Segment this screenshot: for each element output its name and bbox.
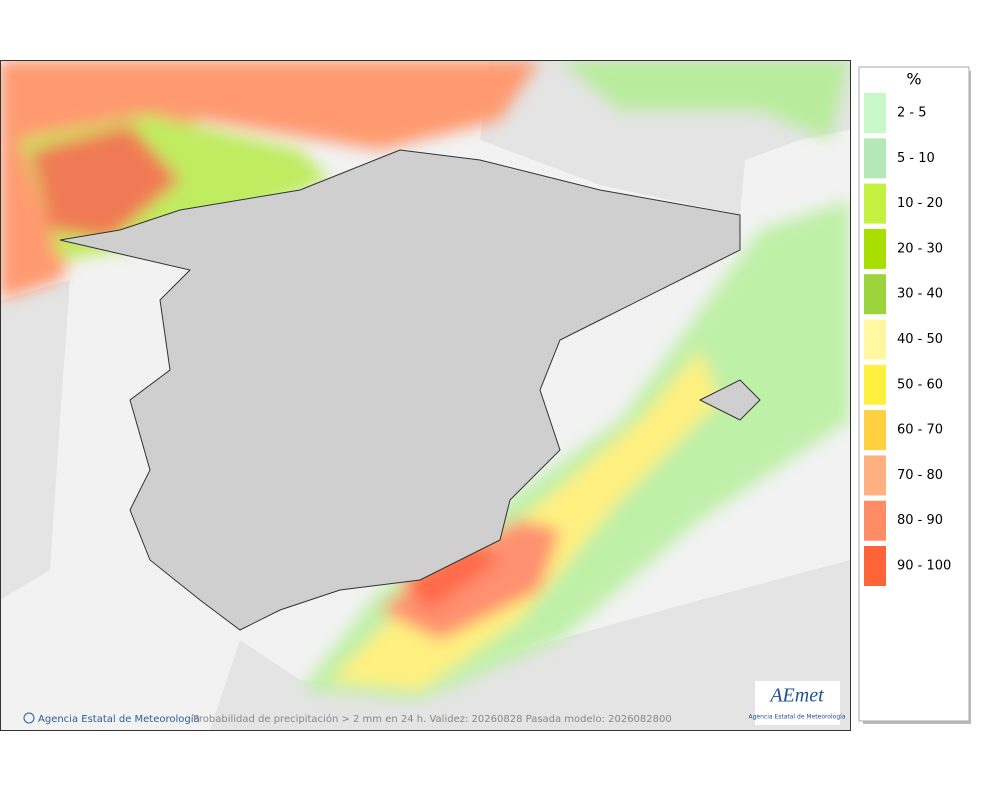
legend-label: 2 - 5 (897, 106, 927, 121)
legend-label: 5 - 10 (897, 151, 935, 166)
legend-label: 50 - 60 (897, 377, 943, 392)
legend-title: % (906, 70, 921, 89)
legend-label: 10 - 20 (897, 196, 943, 211)
legend-swatch (864, 410, 886, 451)
credit: Agencia Estatal de Meteorología (38, 713, 200, 725)
legend-swatch (864, 183, 886, 224)
legend-label: 20 - 30 (897, 241, 943, 256)
logo-box (755, 681, 840, 725)
legend-swatch (864, 274, 886, 315)
legend-swatch (864, 364, 886, 405)
copyright-icon (23, 712, 35, 724)
legend-swatch (864, 319, 886, 360)
legend-items: 2 - 5 5 - 10 10 - 20 20 - 30 30 - 40 40 - 50 5… (864, 93, 951, 586)
legend-label: 70 - 80 (897, 468, 943, 483)
legend-label: 40 - 50 (897, 332, 943, 347)
legend-swatch (864, 500, 886, 541)
legend-label: 80 - 90 (897, 513, 943, 528)
legend-swatch (864, 228, 886, 269)
legend-swatch (864, 93, 886, 133)
map (1, 60, 850, 730)
legend-swatch (864, 546, 886, 586)
legend-label: 90 - 100 (897, 559, 951, 574)
map-frame (0, 60, 851, 731)
legend-swatch (864, 455, 886, 496)
logo: AEmet (768, 685, 824, 707)
legend-swatch (864, 138, 886, 179)
caption: Probabilidad de precipitación > 2 mm en … (193, 713, 672, 725)
legend-label: 60 - 70 (897, 423, 943, 438)
logo-subtitle: Agencia Estatal de Meteorología (749, 714, 846, 721)
legend-label: 30 - 40 (897, 287, 943, 302)
